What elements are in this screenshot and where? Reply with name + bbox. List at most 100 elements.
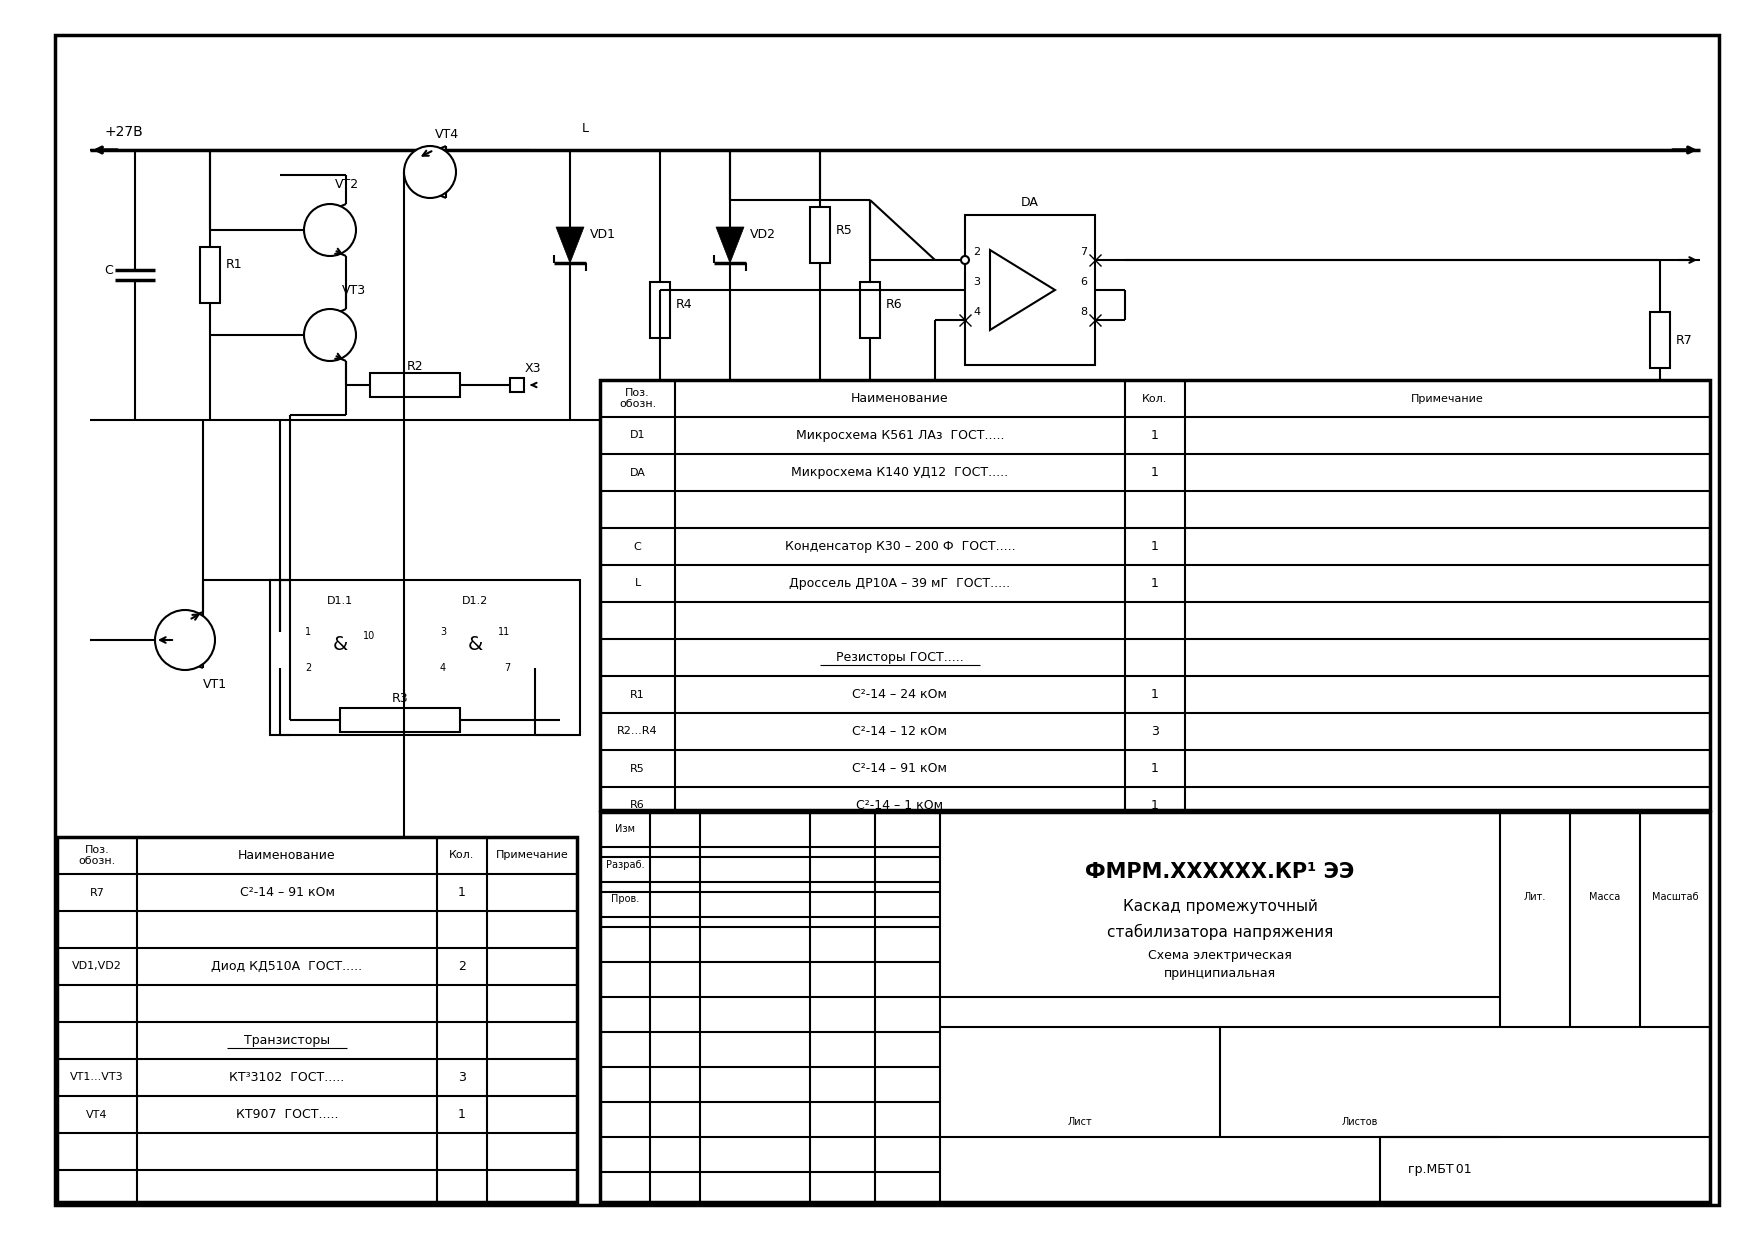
Text: D1: D1 [630,430,645,440]
Polygon shape [716,227,744,263]
Text: 2: 2 [458,960,467,973]
Text: R4: R4 [675,299,693,311]
Bar [651,281,670,339]
Bar [510,378,524,392]
Text: 1: 1 [305,627,310,637]
Text: 1: 1 [1151,763,1159,775]
Bar [600,812,1710,1202]
Text: VT2: VT2 [335,177,360,191]
Bar [965,215,1094,365]
Text: VT4: VT4 [435,128,460,140]
Text: Лит.: Лит. [1524,892,1547,901]
Text: Кол.: Кол. [1142,393,1168,403]
Text: R7: R7 [1677,334,1693,346]
Text: 7: 7 [503,663,510,673]
Text: 3: 3 [973,277,980,286]
Text: 11: 11 [498,627,510,637]
Text: R2: R2 [407,361,423,373]
Text: R3: R3 [391,692,409,704]
Text: Дроссель ДР10А – 39 мГ  ГОСТ.....: Дроссель ДР10А – 39 мГ ГОСТ..... [789,577,1010,590]
Bar [300,615,381,684]
Bar [340,708,460,732]
Text: Наименование: Наименование [851,392,949,405]
Text: Масштаб: Масштаб [1652,892,1698,901]
Text: Поз.
обозн.: Поз. обозн. [619,388,656,409]
Text: КТ907  ГОСТ.....: КТ907 ГОСТ..... [235,1109,339,1121]
Text: Конденсатор К30 – 200 Ф  ГОСТ.....: Конденсатор К30 – 200 Ф ГОСТ..... [784,539,1016,553]
Text: 7: 7 [1080,247,1087,257]
Text: R7: R7 [89,888,105,898]
Circle shape [154,610,216,670]
Text: +27В: +27В [105,125,144,139]
Text: 4: 4 [973,308,980,317]
Text: Кол.: Кол. [449,851,475,861]
Text: 3: 3 [458,1071,467,1084]
Circle shape [403,146,456,198]
Bar [810,207,830,263]
Text: D1.1: D1.1 [326,596,353,606]
Text: 4: 4 [440,663,446,673]
Text: 6: 6 [1080,277,1087,286]
Text: 1: 1 [1151,539,1159,553]
Text: VD2: VD2 [751,228,775,242]
Bar [370,373,460,397]
Bar [1651,312,1670,368]
Text: Наименование: Наименование [239,849,335,862]
Text: 1: 1 [1151,429,1159,441]
Text: КТ³3102  ГОСТ.....: КТ³3102 ГОСТ..... [230,1071,344,1084]
Bar [200,247,219,303]
Text: Поз.
обозн.: Поз. обозн. [79,844,116,867]
Text: Транзисторы: Транзисторы [244,1034,330,1047]
Text: С²-14 – 91 кОм: С²-14 – 91 кОм [852,763,947,775]
Text: Резисторы ГОСТ.....: Резисторы ГОСТ..... [837,651,965,663]
Text: Каскад промежуточный: Каскад промежуточный [1123,899,1317,915]
Text: Микросхема К561 ЛАз  ГОСТ.....: Микросхема К561 ЛАз ГОСТ..... [796,429,1005,441]
Text: DA: DA [630,467,645,477]
Circle shape [303,205,356,255]
Text: Лист: Лист [1068,1117,1093,1127]
Circle shape [961,255,968,264]
Text: R6: R6 [886,299,903,311]
Text: R5: R5 [630,764,645,774]
Text: 10: 10 [363,631,375,641]
Text: D1.2: D1.2 [461,596,488,606]
Text: С²-14 – 24 кОм: С²-14 – 24 кОм [852,688,947,701]
Text: R2...R4: R2...R4 [617,727,658,737]
Text: С²-14 – 91 кОм: С²-14 – 91 кОм [240,887,335,899]
Text: С²-14 – 12 кОм: С²-14 – 12 кОм [852,725,947,738]
Text: Х3: Х3 [524,362,542,376]
Bar [270,580,581,735]
Text: R1: R1 [630,689,645,699]
Text: VT1: VT1 [203,678,226,692]
Text: VT4: VT4 [86,1110,107,1120]
Text: 1: 1 [1151,688,1159,701]
Bar [435,615,516,684]
Text: гр.МБТ 01: гр.МБТ 01 [1408,1163,1472,1177]
Text: 1: 1 [1151,577,1159,590]
Text: C: C [633,542,642,552]
Text: VT3: VT3 [342,284,367,296]
Text: Масса: Масса [1589,892,1621,901]
Text: 8: 8 [1080,308,1087,317]
Text: &: & [332,635,347,655]
Text: Листов: Листов [1342,1117,1379,1127]
Text: 1: 1 [1151,466,1159,479]
Text: ФМРМ.XXXXXX.КР¹ ЭЭ: ФМРМ.XXXXXX.КР¹ ЭЭ [1086,862,1354,882]
Text: стабилизатора напряжения: стабилизатора напряжения [1107,924,1333,940]
Text: VD1: VD1 [589,228,616,242]
Text: 3: 3 [1151,725,1159,738]
Text: R5: R5 [837,223,852,237]
Text: Пров.: Пров. [610,894,638,904]
Text: &: & [467,635,482,655]
Text: принципиальная: принципиальная [1165,966,1277,980]
Text: L: L [635,579,640,589]
Text: VT1...VT3: VT1...VT3 [70,1073,125,1083]
Circle shape [303,309,356,361]
Text: Примечание: Примечание [496,851,568,861]
Text: 3: 3 [440,627,446,637]
Text: VD1,VD2: VD1,VD2 [72,961,123,971]
Text: 2: 2 [973,247,980,257]
Text: Схема электрическая: Схема электрическая [1149,949,1293,961]
Text: DA: DA [1021,196,1038,210]
Text: R6: R6 [630,801,645,811]
